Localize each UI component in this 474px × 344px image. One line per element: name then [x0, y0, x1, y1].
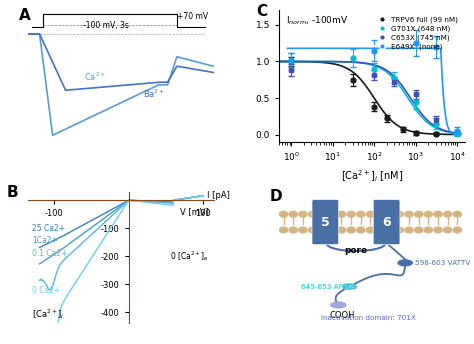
Circle shape [424, 211, 432, 217]
Circle shape [318, 227, 326, 233]
Circle shape [357, 211, 365, 217]
Circle shape [357, 227, 365, 233]
Circle shape [289, 227, 297, 233]
Circle shape [444, 211, 452, 217]
Circle shape [309, 227, 317, 233]
Text: 0.1 Ca2+: 0.1 Ca2+ [32, 249, 68, 258]
Circle shape [453, 211, 461, 217]
Text: 6: 6 [382, 216, 391, 228]
Circle shape [366, 227, 374, 233]
Circle shape [453, 227, 461, 233]
Text: +70 mV: +70 mV [177, 12, 209, 21]
Text: I [pA]: I [pA] [207, 191, 230, 200]
Circle shape [299, 227, 307, 233]
Circle shape [376, 227, 384, 233]
X-axis label: [Ca$^{2+}$]$_i$ [nM]: [Ca$^{2+}$]$_i$ [nM] [340, 169, 403, 184]
Text: C: C [257, 4, 268, 19]
Text: 649-653 AFKCS: 649-653 AFKCS [301, 283, 357, 290]
Text: pore: pore [345, 246, 367, 255]
Circle shape [434, 211, 442, 217]
Text: 25 Ca2+: 25 Ca2+ [32, 224, 65, 233]
Circle shape [405, 227, 413, 233]
Text: D: D [270, 189, 283, 204]
Circle shape [337, 227, 346, 233]
Circle shape [328, 227, 336, 233]
Text: I$_{norm}$, -100mV: I$_{norm}$, -100mV [286, 14, 349, 27]
Circle shape [395, 227, 403, 233]
Text: Ca$^{2+}$: Ca$^{2+}$ [84, 71, 107, 83]
Text: B: B [6, 185, 18, 200]
Ellipse shape [342, 283, 357, 290]
Circle shape [347, 211, 355, 217]
Circle shape [366, 211, 374, 217]
Text: 598-603 VATTV: 598-603 VATTV [415, 260, 471, 266]
Circle shape [347, 227, 355, 233]
Text: [Ca$^{2+}$]$_i$: [Ca$^{2+}$]$_i$ [32, 307, 64, 321]
Text: 5: 5 [321, 216, 330, 228]
Text: -100 mV, 3s: -100 mV, 3s [83, 21, 129, 30]
Ellipse shape [397, 259, 413, 267]
Circle shape [376, 211, 384, 217]
Circle shape [415, 211, 423, 217]
Text: 0 [Ca$^{2+}$]$_e$: 0 [Ca$^{2+}$]$_e$ [170, 249, 209, 263]
Circle shape [434, 227, 442, 233]
FancyBboxPatch shape [312, 200, 339, 245]
Circle shape [405, 211, 413, 217]
Circle shape [280, 227, 288, 233]
Circle shape [386, 227, 394, 233]
Circle shape [444, 227, 452, 233]
Circle shape [424, 227, 432, 233]
Text: V [mV]: V [mV] [180, 207, 209, 216]
Circle shape [415, 227, 423, 233]
Circle shape [280, 211, 288, 217]
Text: inactivation domain: 701X: inactivation domain: 701X [320, 315, 416, 321]
Text: 0 Ca2+: 0 Ca2+ [32, 286, 61, 295]
Circle shape [395, 211, 403, 217]
Circle shape [309, 211, 317, 217]
Circle shape [289, 211, 297, 217]
Circle shape [386, 211, 394, 217]
FancyBboxPatch shape [373, 200, 400, 245]
Circle shape [337, 211, 346, 217]
Text: COOH: COOH [329, 311, 355, 320]
Ellipse shape [330, 301, 346, 309]
Text: A: A [19, 8, 31, 23]
Circle shape [299, 211, 307, 217]
Circle shape [328, 211, 336, 217]
Text: Ba$^{2+}$: Ba$^{2+}$ [144, 88, 166, 100]
Legend: TRPV6 full (99 nM), G701X (648 nM), C653X (745 nM), E649X  (none): TRPV6 full (99 nM), G701X (648 nM), C653… [372, 14, 461, 52]
Text: 1Ca2+: 1Ca2+ [32, 236, 58, 245]
Circle shape [318, 211, 326, 217]
